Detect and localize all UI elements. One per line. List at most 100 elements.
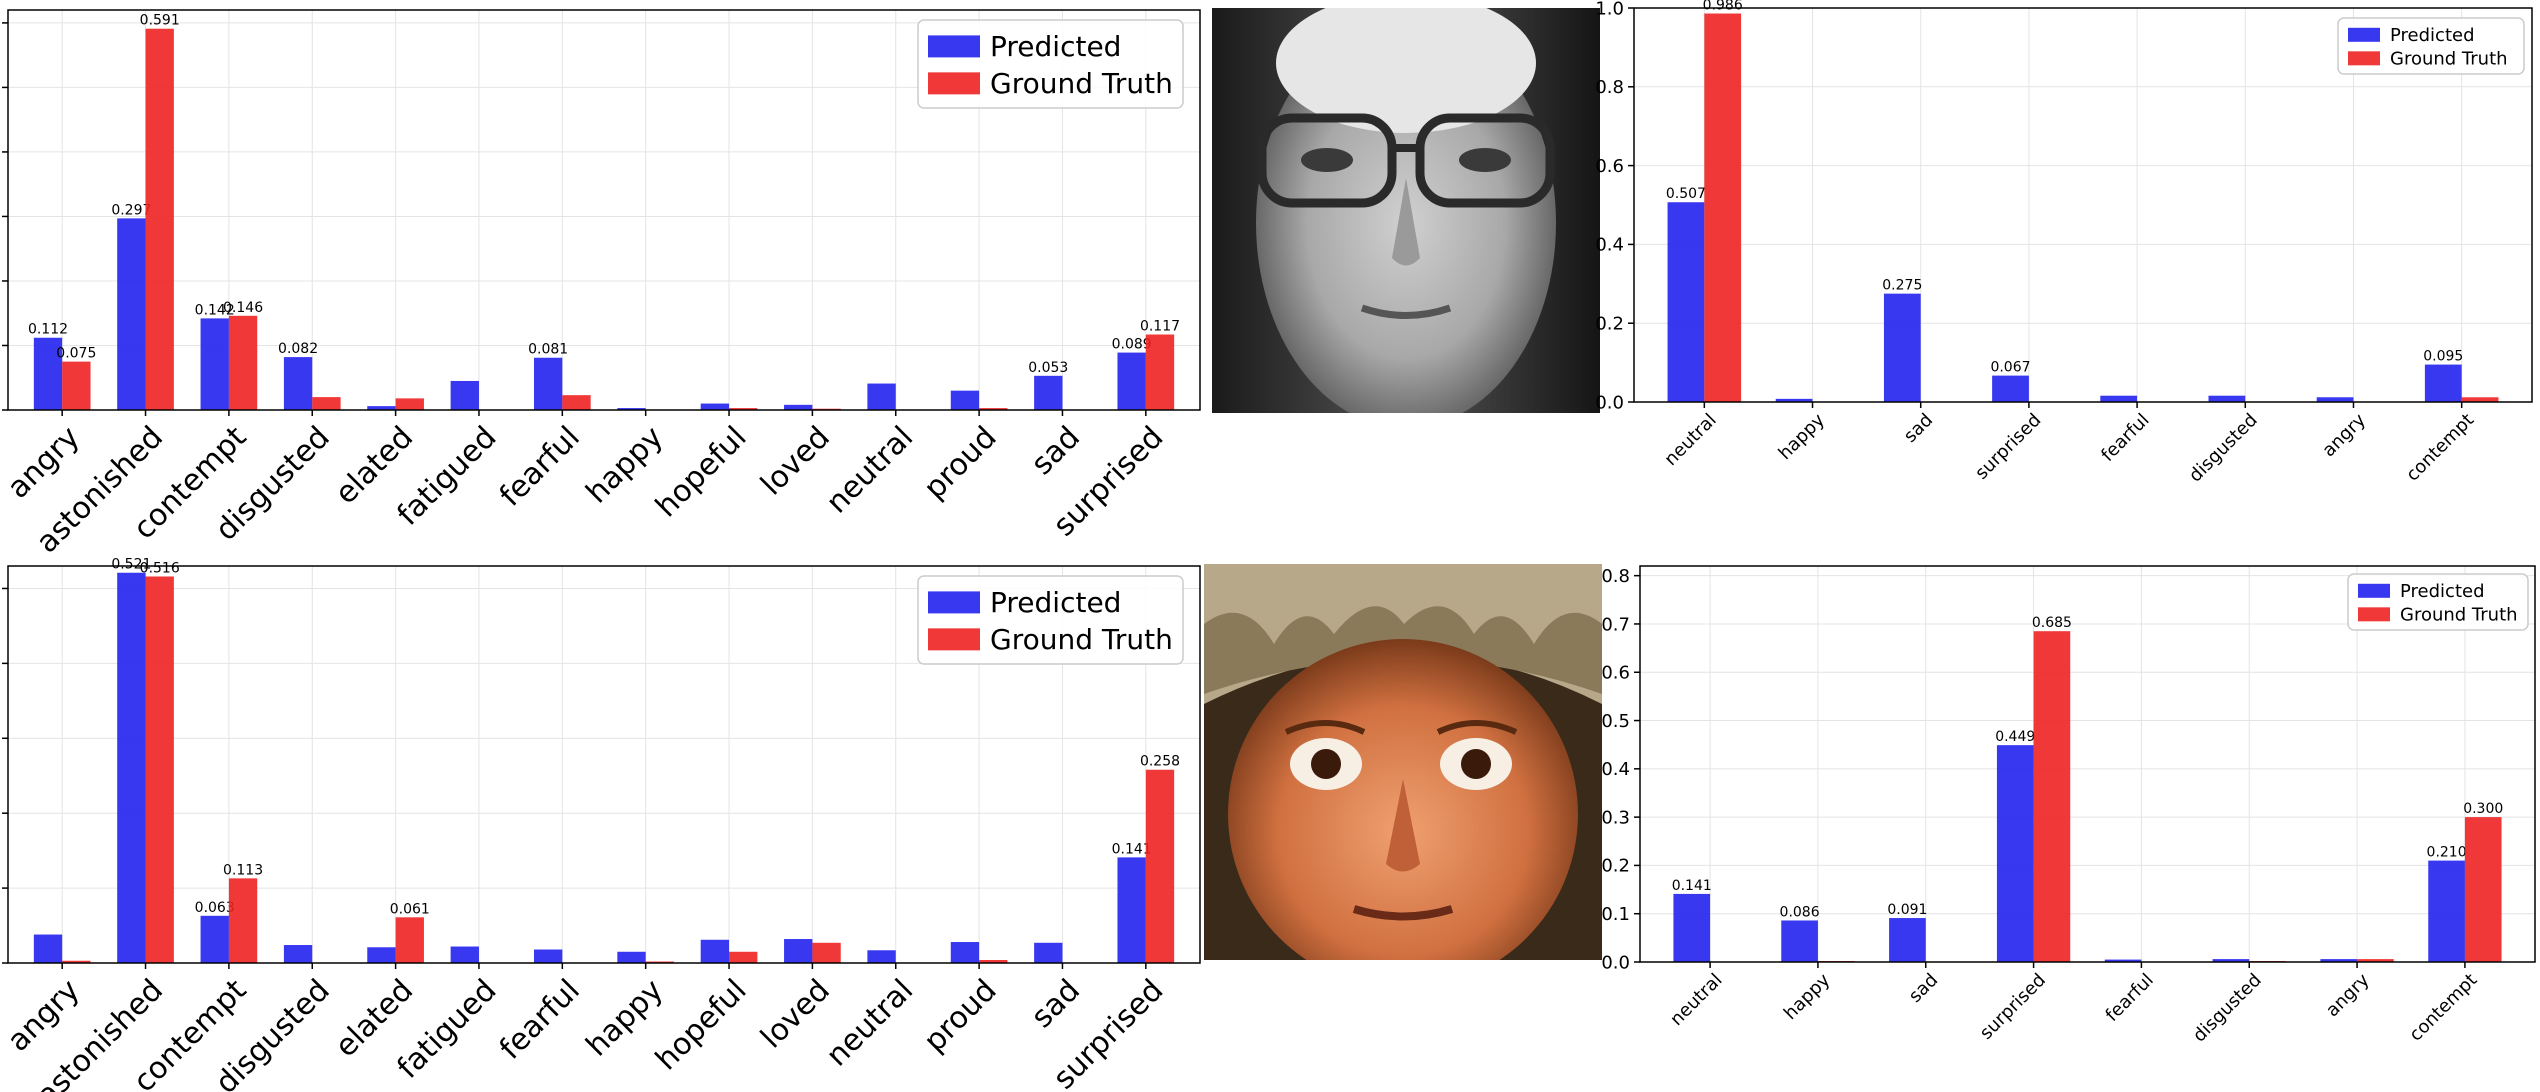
y-tick-label: 0.8 <box>1601 566 1630 587</box>
legend-label: Predicted <box>2390 25 2475 46</box>
bar-predicted-contempt <box>2428 860 2465 962</box>
bar-predicted-fearful <box>2100 395 2138 402</box>
bar-value-label: 0.146 <box>223 300 263 316</box>
bar-value-label: 0.986 <box>1703 0 1743 14</box>
bar-value-label: 0.113 <box>223 862 263 878</box>
chart-top-right: 0.0 0.2 0.4 0.6 0.8 1.0 0.507 0.275 0.067 0.095 0.… <box>1595 0 2533 486</box>
bar-predicted-hopeful <box>700 403 730 410</box>
bar-ground-truth-elated <box>395 398 424 410</box>
legend-swatch-predicted <box>928 35 980 58</box>
y-tick-label: 1.0 <box>1595 0 1624 19</box>
bar-ground-truth-hopeful <box>729 951 758 963</box>
bar-ground-truth-contempt <box>2461 397 2499 402</box>
bar-ground-truth-surprised <box>1145 334 1175 410</box>
bar-value-label: 0.061 <box>390 901 430 917</box>
bar-ground-truth-contempt <box>228 878 258 963</box>
legend-swatch-predicted <box>2348 27 2380 42</box>
bar-predicted-hopeful <box>700 939 730 963</box>
bar-value-label: 0.081 <box>528 342 568 358</box>
bar-predicted-contempt <box>200 318 229 410</box>
x-tick-label: neutral <box>1666 970 1726 1030</box>
bar-predicted-contempt <box>2424 364 2462 402</box>
bar-ground-truth-angry <box>62 361 91 410</box>
y-tick-label: 0.8 <box>1595 77 1624 98</box>
bar-ground-truth-surprised <box>1145 769 1175 963</box>
bar-ground-truth-hopeful <box>729 408 758 410</box>
bar-value-label: 0.053 <box>1028 360 1068 376</box>
bar-value-label: 0.089 <box>1112 337 1152 353</box>
bar-predicted-fearful <box>533 949 563 963</box>
y-tick-label: 0.4 <box>1601 759 1630 780</box>
bar-predicted-angry <box>2320 959 2358 962</box>
bar-predicted-sad <box>1034 942 1063 963</box>
bar-predicted-angry <box>33 934 63 963</box>
bar-value-label: 0.275 <box>1882 278 1922 294</box>
bar-predicted-neutral <box>1667 202 1705 402</box>
bar-predicted-fearful <box>2104 959 2142 962</box>
bar-value-label: 0.516 <box>140 560 180 576</box>
legend-swatch-ground-truth <box>2348 51 2380 66</box>
bar-predicted-elated <box>367 947 396 963</box>
bar-predicted-loved <box>784 939 813 963</box>
bar-predicted-disgusted <box>283 945 313 963</box>
x-tick-label: surprised <box>1976 970 2050 1044</box>
bar-value-label: 0.297 <box>111 202 151 218</box>
bar-ground-truth-proud <box>979 408 1008 410</box>
bar-value-label: 0.142 <box>195 302 235 318</box>
bar-predicted-astonished <box>117 218 146 410</box>
bar-value-label: 0.112 <box>28 322 68 338</box>
bar-predicted-astonished <box>117 572 146 963</box>
bar-value-label: 0.591 <box>140 13 180 29</box>
legend-box <box>917 19 1184 109</box>
x-tick-label: contempt <box>2405 970 2481 1046</box>
bar-predicted-elated <box>367 406 396 410</box>
bar-value-label: 0.141 <box>1112 841 1152 857</box>
bar-predicted-neutral <box>867 383 896 410</box>
y-tick-label: 0.3 <box>1601 807 1630 828</box>
face-photo-color <box>1204 564 1602 960</box>
bar-ground-truth-proud <box>979 960 1008 963</box>
bar-value-label: 0.210 <box>2427 845 2467 861</box>
bar-ground-truth-disgusted <box>312 397 341 410</box>
x-tick-label: happy <box>1780 969 1835 1024</box>
y-tick-label: 0.7 <box>1601 614 1630 635</box>
bar-predicted-disgusted <box>2212 959 2250 962</box>
bar-value-label: 0.507 <box>1666 186 1706 202</box>
legend-label: Ground Truth <box>990 67 1173 100</box>
bar-value-label: 0.258 <box>1140 754 1180 770</box>
x-tick-label: sad <box>1905 970 1942 1007</box>
y-tick-label: 0.2 <box>1601 856 1630 877</box>
bar-ground-truth-neutral <box>1704 13 1742 403</box>
y-tick-label: 0.4 <box>1595 235 1624 256</box>
plot-frame <box>7 565 1201 964</box>
bar-value-label: 0.449 <box>1995 729 2035 745</box>
y-tick-label: 0.0 <box>1601 952 1630 973</box>
legend-label: Predicted <box>2400 581 2485 602</box>
bar-predicted-angry <box>33 337 63 410</box>
chart-top-left: 0.00.10.20.30.40.50.60.1120.2970.1420.08… <box>1 9 1201 560</box>
y-tick-label: 0.5 <box>1601 711 1630 732</box>
bar-ground-truth-astonished <box>145 28 174 410</box>
bar-ground-truth-contempt <box>228 315 258 410</box>
legend-box <box>917 575 1184 665</box>
face-photo-grayscale <box>1212 8 1600 413</box>
bar-value-label: 0.082 <box>278 341 318 357</box>
legend-label: Ground Truth <box>990 623 1173 656</box>
legend-swatch-predicted <box>928 591 980 614</box>
bar-ground-truth-surprised <box>2033 631 2071 962</box>
y-tick-label: 0.2 <box>1595 314 1624 335</box>
bar-value-label: 0.063 <box>195 900 235 916</box>
bar-value-label: 0.067 <box>1990 360 2030 376</box>
bar-value-label: 0.086 <box>1780 904 1820 920</box>
bar-predicted-surprised <box>1117 352 1146 410</box>
bar-ground-truth-elated <box>395 917 424 963</box>
plot-frame <box>1633 7 2533 403</box>
bar-predicted-contempt <box>200 915 229 963</box>
legend-label: Ground Truth <box>2400 605 2518 626</box>
legend-label: Predicted <box>990 30 1121 63</box>
bar-ground-truth-angry <box>62 960 91 963</box>
bar-predicted-surprised <box>1996 745 2034 962</box>
y-tick-label: 0.0 <box>1595 392 1624 413</box>
plot-frame <box>7 9 1201 411</box>
bar-ground-truth-angry <box>2357 959 2394 962</box>
